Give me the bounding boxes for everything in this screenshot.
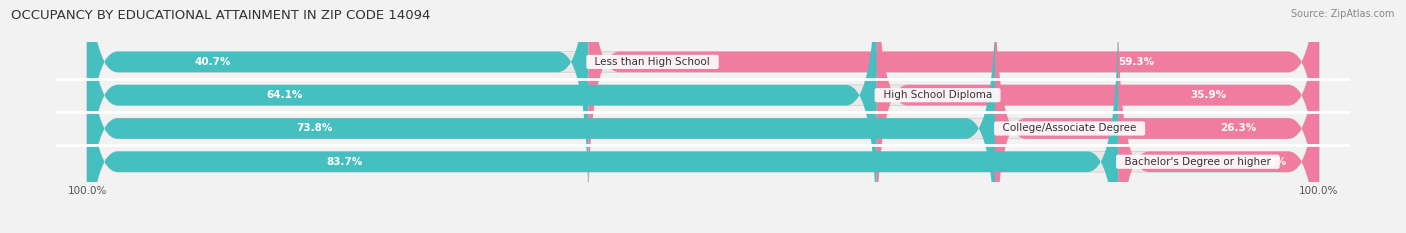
FancyBboxPatch shape xyxy=(87,0,589,218)
FancyBboxPatch shape xyxy=(87,0,1319,233)
Text: 59.3%: 59.3% xyxy=(1118,57,1154,67)
FancyBboxPatch shape xyxy=(87,0,997,233)
Text: 83.7%: 83.7% xyxy=(326,157,363,167)
Text: Bachelor's Degree or higher: Bachelor's Degree or higher xyxy=(1118,157,1278,167)
Text: 40.7%: 40.7% xyxy=(194,57,231,67)
Text: Less than High School: Less than High School xyxy=(589,57,717,67)
FancyBboxPatch shape xyxy=(877,0,1319,233)
FancyBboxPatch shape xyxy=(87,0,877,233)
Text: 35.9%: 35.9% xyxy=(1191,90,1226,100)
Text: OCCUPANCY BY EDUCATIONAL ATTAINMENT IN ZIP CODE 14094: OCCUPANCY BY EDUCATIONAL ATTAINMENT IN Z… xyxy=(11,9,430,22)
FancyBboxPatch shape xyxy=(87,6,1118,233)
Text: 26.3%: 26.3% xyxy=(1220,123,1256,134)
Text: Source: ZipAtlas.com: Source: ZipAtlas.com xyxy=(1291,9,1395,19)
Text: High School Diploma: High School Diploma xyxy=(877,90,998,100)
Text: College/Associate Degree: College/Associate Degree xyxy=(997,123,1143,134)
FancyBboxPatch shape xyxy=(87,6,1319,233)
FancyBboxPatch shape xyxy=(87,0,1319,218)
Text: 73.8%: 73.8% xyxy=(297,123,332,134)
FancyBboxPatch shape xyxy=(1118,6,1319,233)
FancyBboxPatch shape xyxy=(589,0,1319,218)
Text: 16.3%: 16.3% xyxy=(1250,157,1286,167)
FancyBboxPatch shape xyxy=(995,0,1319,233)
Text: 64.1%: 64.1% xyxy=(266,90,302,100)
FancyBboxPatch shape xyxy=(87,0,1319,233)
